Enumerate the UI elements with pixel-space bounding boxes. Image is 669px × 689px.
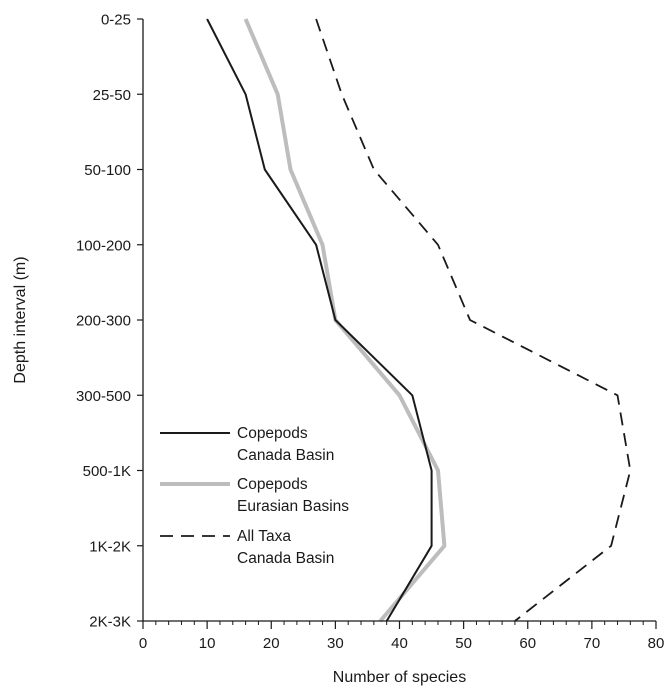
x-tick-label: 30 [327, 635, 344, 652]
x-tick-label: 20 [263, 635, 280, 652]
series-layer [206, 18, 632, 623]
y-tick-label: 300-500 [76, 388, 131, 405]
y-tick-label: 100-200 [76, 237, 131, 254]
x-axis-title: Number of species [333, 669, 466, 686]
x-tick-label: 60 [519, 635, 536, 652]
x-tick-label: 70 [584, 635, 601, 652]
x-tick-label: 10 [199, 635, 216, 652]
legend-label: Canada Basin [237, 550, 334, 567]
legend-label: Copepods [237, 476, 308, 493]
legend-label: All Taxa [237, 528, 291, 545]
legend: Copepods Canada Basin Copepods Eurasian Bas… [160, 425, 349, 567]
series-line-3 [315, 18, 632, 622]
y-axis: 0-25 25-50 50-100 100-200 200-300 300-500 500-… [76, 12, 144, 631]
y-tick-label: 2K-3K [89, 614, 131, 631]
series-line-1 [206, 18, 433, 622]
legend-label: Copepods [237, 425, 308, 442]
y-tick-label: 500-1K [83, 463, 131, 480]
legend-label: Eurasian Basins [237, 498, 349, 515]
y-tick-label: 1K-2K [89, 538, 131, 555]
x-tick-label: 0 [139, 635, 147, 652]
y-tick-label: 200-300 [76, 313, 131, 330]
x-tick-label: 50 [455, 635, 472, 652]
y-tick-label: 25-50 [93, 87, 131, 104]
y-tick-label: 0-25 [101, 12, 131, 29]
y-axis-title: Depth interval (m) [12, 256, 29, 383]
x-tick-label: 40 [391, 635, 408, 652]
x-tick-label: 80 [648, 635, 665, 652]
legend-label: Canada Basin [237, 447, 334, 464]
x-axis: 0 10 20 30 40 50 60 70 80 [139, 620, 665, 652]
y-tick-label: 50-100 [84, 162, 131, 179]
